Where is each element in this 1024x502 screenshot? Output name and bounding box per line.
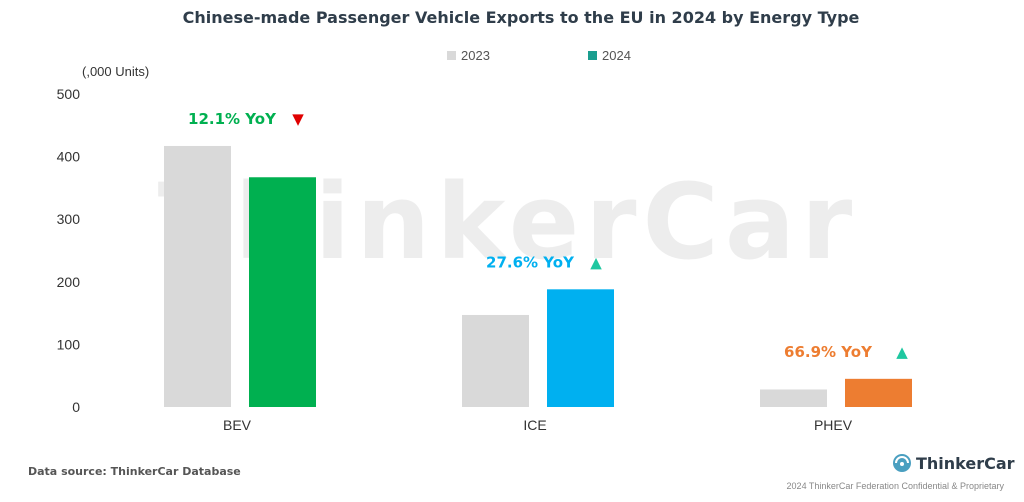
brand-name: ThinkerCar bbox=[916, 454, 1015, 473]
chart-title: Chinese-made Passenger Vehicle Exports t… bbox=[183, 8, 860, 27]
yoy-arrow-icon: ▲ bbox=[590, 253, 602, 271]
y-tick-label: 100 bbox=[57, 336, 81, 352]
y-tick-label: 300 bbox=[57, 211, 81, 227]
yoy-arrow-icon: ▼ bbox=[292, 110, 304, 128]
bar-ice-2023 bbox=[462, 314, 529, 407]
y-tick-label: 0 bbox=[72, 399, 80, 415]
legend-swatch-2023 bbox=[447, 51, 456, 60]
x-category-label: BEV bbox=[223, 417, 252, 433]
yoy-annotation-bev: 12.1% YoY bbox=[188, 110, 277, 128]
x-category-label: ICE bbox=[523, 417, 546, 433]
x-category-label: PHEV bbox=[814, 417, 853, 433]
copyright-note: 2024 ThinkerCar Federation Confidential … bbox=[787, 481, 1005, 491]
y-tick-label: 500 bbox=[57, 86, 81, 102]
bar-phev-2024 bbox=[845, 378, 912, 407]
bar-bev-2024 bbox=[249, 177, 316, 407]
data-source-note: Data source: ThinkerCar Database bbox=[28, 465, 241, 478]
legend: 2023 2024 bbox=[447, 48, 631, 63]
y-axis-unit-label: (,000 Units) bbox=[82, 64, 149, 79]
bars bbox=[164, 145, 912, 407]
yoy-annotations: 12.1% YoY ▼ 27.6% YoY ▲ 66.9% YoY ▲ bbox=[188, 110, 908, 361]
y-tick-label: 200 bbox=[57, 274, 81, 290]
legend-swatch-2024 bbox=[588, 51, 597, 60]
brand-logo-icon bbox=[893, 454, 911, 472]
bar-bev-2023 bbox=[164, 145, 231, 407]
yoy-annotation-ice: 27.6% YoY bbox=[486, 253, 575, 271]
legend-label-2023: 2023 bbox=[461, 48, 490, 63]
bar-phev-2023 bbox=[760, 389, 827, 407]
y-axis: 0 100 200 300 400 500 bbox=[57, 86, 81, 415]
legend-label-2024: 2024 bbox=[602, 48, 631, 63]
yoy-arrow-icon: ▲ bbox=[896, 343, 908, 361]
bar-ice-2024 bbox=[547, 289, 614, 407]
yoy-annotation-phev: 66.9% YoY bbox=[784, 343, 873, 361]
x-axis: BEV ICE PHEV bbox=[223, 417, 853, 433]
y-tick-label: 400 bbox=[57, 149, 81, 165]
